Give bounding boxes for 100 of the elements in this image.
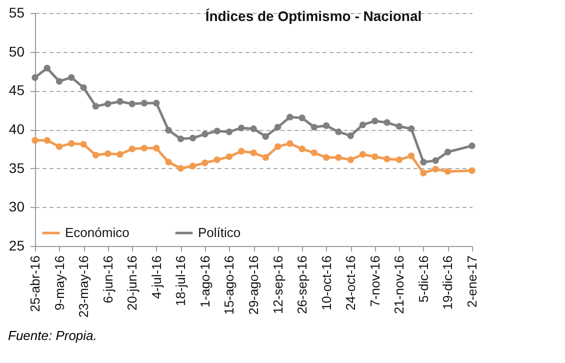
x-tick-label: 5-dic-16 [416,256,431,302]
point [128,100,136,108]
point [140,144,148,152]
point [286,114,294,120]
x-tick-label: 29-ago-16 [246,256,261,315]
point [468,142,476,150]
x-tick-label: 6-jun-16 [100,256,116,304]
point [202,130,208,138]
y-tick-label: 40 [8,121,25,137]
point [92,152,100,158]
point [214,128,220,134]
point [372,118,378,124]
y-tick-label: 35 [8,160,25,176]
point [238,148,245,155]
point [444,168,452,175]
point [68,74,75,81]
point [116,151,124,158]
point [128,146,136,152]
x-tick-label: 1-ago-16 [197,256,212,308]
y-tick-label: 25 [8,238,25,254]
point [116,98,124,105]
x-tick-label: 9-may-16 [52,256,67,310]
point [432,166,439,172]
point [32,137,38,144]
source-note: Fuente: Propia. [8,328,97,343]
legend-label: Económico [65,225,130,240]
point [420,170,427,176]
point [384,119,390,126]
point [310,124,318,131]
x-tick-label: 12-sep-16 [270,256,286,314]
chart-title: Índices de Optimismo - Nacional [205,8,422,24]
point [408,152,415,160]
point [347,156,354,164]
x-tick-label: 19-dic-16 [440,256,456,310]
point [359,151,366,158]
point [153,100,160,106]
y-tick-label: 50 [8,43,25,60]
x-tick-label: 26-sep-16 [294,256,310,314]
point [32,74,38,81]
point [250,125,257,132]
point [153,144,160,152]
point [359,121,366,128]
point [226,153,233,160]
point [226,128,233,136]
point [56,143,63,150]
point [262,133,269,140]
point [310,149,318,156]
point [444,148,452,156]
y-tick-label: 30 [8,198,25,215]
point [177,164,184,172]
point [468,167,476,174]
point [250,149,257,156]
point [104,150,112,157]
point [274,124,282,131]
point [262,154,269,161]
x-tick-label: 7-nov-16 [367,256,382,307]
point [189,134,196,142]
point [372,153,378,160]
point [335,154,342,161]
x-tick-label: 4-jul-16 [148,256,164,299]
point [432,157,439,164]
point [408,125,415,132]
x-tick-label: 25-abr-16 [28,256,42,312]
point [189,162,196,170]
point [238,124,245,132]
x-tick-label: 24-oct-16 [343,256,358,310]
point [396,156,403,164]
x-tick-label: 15-ago-16 [222,256,237,315]
point [68,140,75,147]
point [298,114,306,122]
point [347,132,354,140]
y-tick-label: 55 [8,4,25,20]
point [44,64,50,72]
point [165,126,172,134]
x-tick-label: 10-oct-16 [318,256,334,310]
x-tick-label: 20-jun-16 [124,256,140,310]
point [322,154,330,161]
point [140,100,148,106]
point [165,158,172,166]
point [92,102,100,110]
x-tick-label: 2-ene-17 [464,256,480,308]
point [335,128,342,136]
point [202,160,208,166]
point [274,143,282,150]
point [420,158,427,166]
point [384,156,390,162]
y-tick-label: 45 [8,82,25,98]
point [104,100,112,108]
point [298,146,306,152]
point [56,78,63,85]
x-tick-label: 18-jul-16 [173,256,188,306]
point [214,156,220,164]
point [286,140,294,147]
point [396,123,403,130]
point [322,122,330,129]
point [80,84,87,91]
point [80,140,87,148]
legend-label: Político [198,225,241,240]
x-tick-label: 21-nov-16 [392,256,407,314]
point [44,137,50,144]
